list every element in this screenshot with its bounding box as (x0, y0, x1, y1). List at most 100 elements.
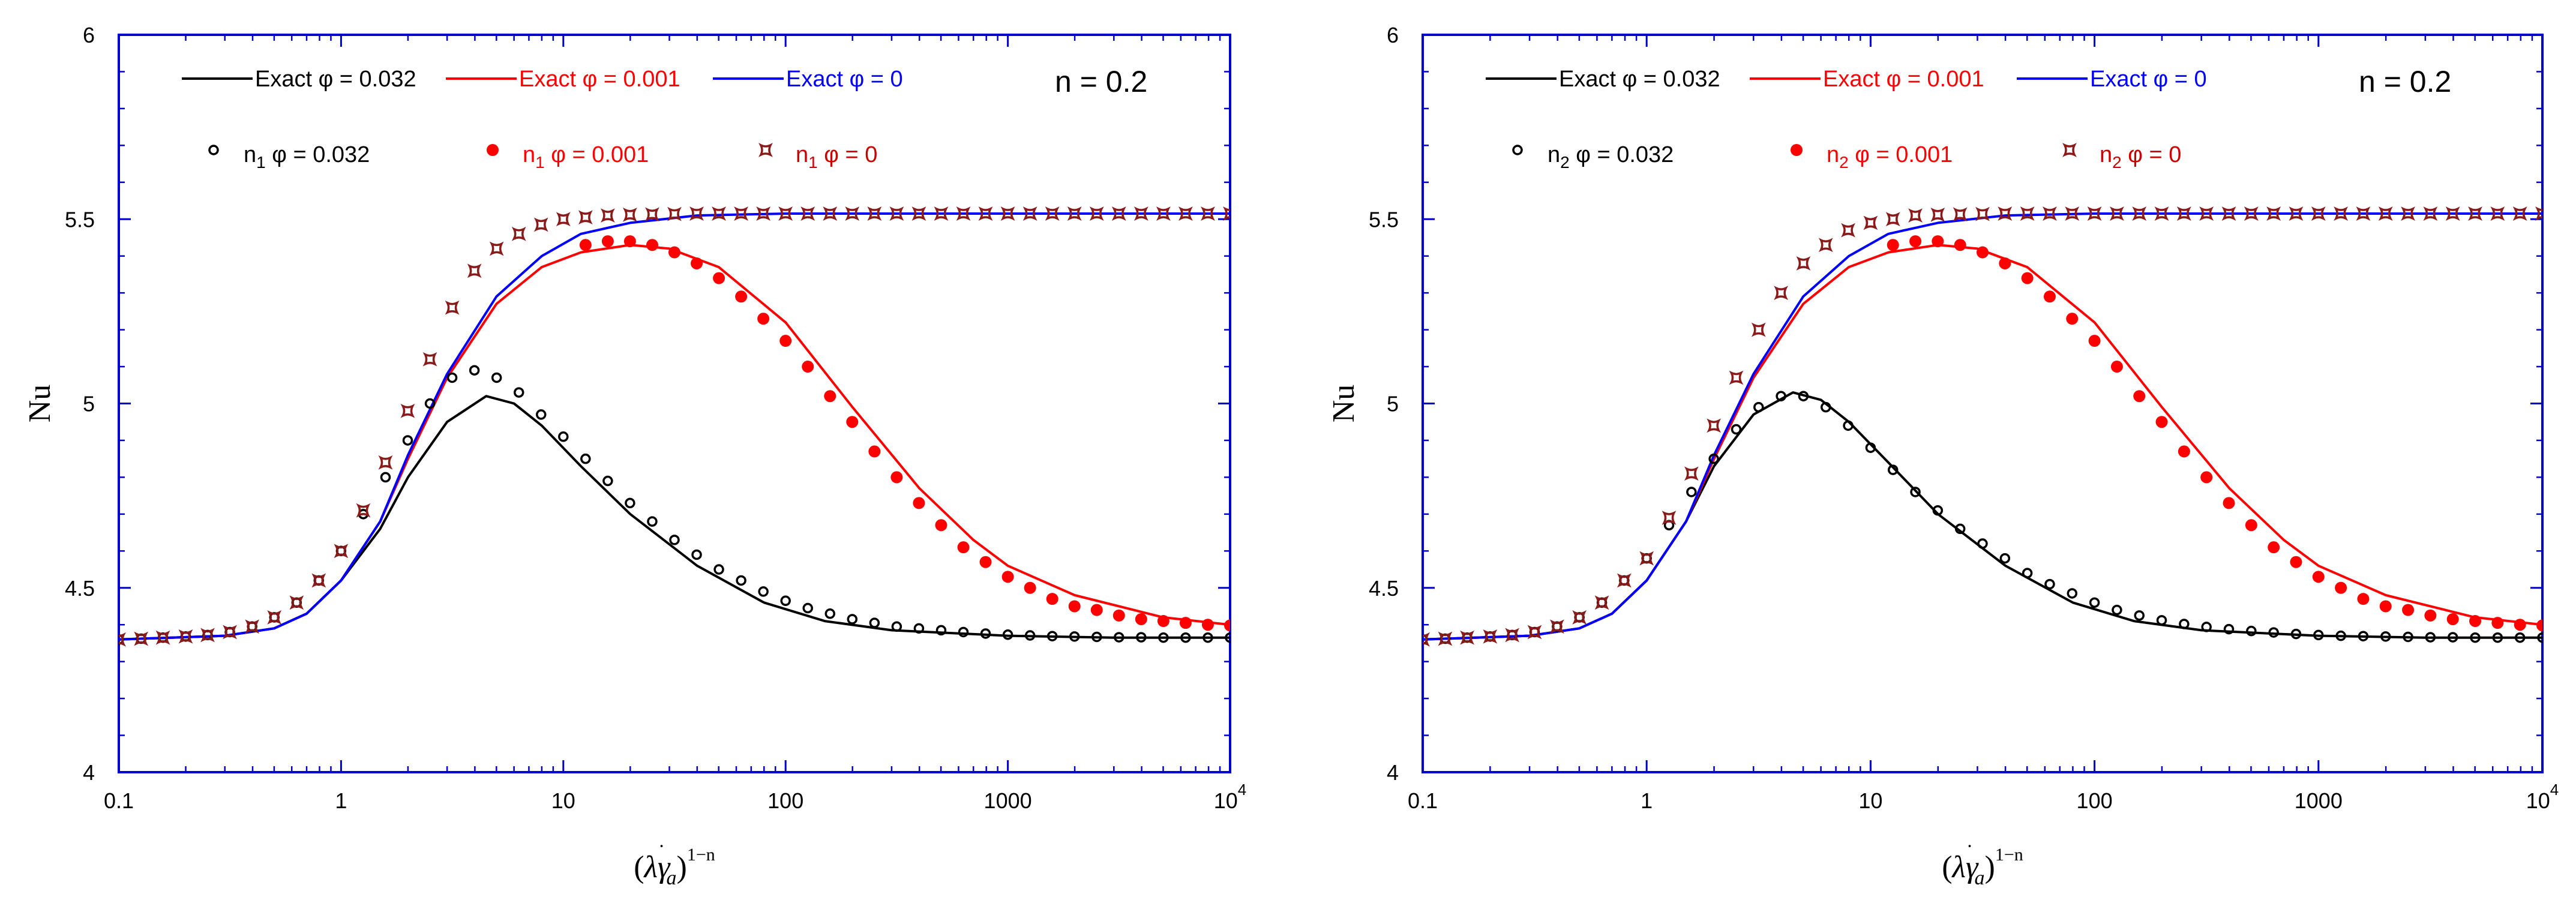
data-point (1731, 424, 1742, 435)
data-point (580, 453, 591, 464)
data-point (713, 272, 725, 284)
data-point (2245, 519, 2257, 532)
data-point (1572, 610, 1587, 625)
data-point (1527, 625, 1542, 640)
data-point (400, 403, 415, 418)
data-point (402, 435, 413, 446)
x-tick-label: 100 (767, 788, 803, 813)
x-axis-label-open: ( (634, 850, 644, 884)
series-markers-n2-0 (1423, 206, 2542, 647)
x-axis-label: (λγ˙a)1−n (1942, 840, 2023, 889)
x-tick-label-exponent: 4 (1238, 781, 1246, 799)
data-point (2201, 622, 2212, 632)
data-point (1910, 487, 1921, 497)
data-point (1975, 206, 1990, 221)
data-point (2536, 619, 2542, 632)
data-point (2110, 206, 2124, 221)
data-point (913, 623, 925, 634)
data-point (669, 535, 680, 545)
data-point (334, 544, 349, 559)
data-point (2335, 630, 2346, 641)
data-point (2357, 593, 2370, 605)
data-point (513, 387, 524, 398)
data-point (2268, 627, 2279, 638)
legend-marker-label-subscript: 2 (1560, 153, 1570, 172)
data-point (1594, 595, 1609, 610)
legend-line-label: Exact φ = 0 (786, 67, 903, 92)
annotation-n: n = 0.2 (1055, 65, 1147, 98)
data-point (579, 239, 592, 251)
data-point (2043, 290, 2056, 303)
legend-marker-label-rest: φ = 0 (818, 142, 878, 167)
data-point (622, 207, 637, 222)
legend-marker-label-subscript: 2 (2112, 153, 2122, 172)
data-point (1885, 212, 1900, 227)
legend-line-label: Exact φ = 0 (2090, 67, 2207, 92)
data-point (2490, 206, 2505, 221)
data-point (1483, 629, 1498, 644)
data-point (2514, 632, 2526, 643)
data-point (1865, 442, 1876, 453)
data-point (1930, 207, 1945, 222)
legend-marker-swatch (2062, 143, 2077, 157)
data-point (2112, 604, 2122, 616)
legend-marker-swatch (208, 145, 219, 155)
data-point (1932, 235, 1944, 248)
data-point (1708, 453, 1719, 464)
data-point (489, 241, 504, 256)
data-point (978, 206, 993, 221)
data-point (2266, 206, 2281, 221)
data-point (1156, 206, 1171, 221)
data-point (1999, 553, 2011, 564)
legend-marker-label-base: n (1827, 142, 1839, 167)
data-point (1223, 206, 1230, 221)
data-point (1091, 631, 1102, 643)
data-point (2401, 206, 2415, 221)
data-point (1954, 239, 1966, 251)
data-point (1201, 206, 1215, 221)
data-point (134, 631, 149, 646)
legend-line-label: Exact φ = 0.001 (1823, 67, 1984, 92)
legend-marker-label: n2 φ = 0.032 (1548, 142, 1674, 172)
data-point (1843, 420, 1854, 431)
annotation-n: n = 0.2 (2359, 65, 2451, 98)
y-axis-label: Nu (1327, 385, 1361, 423)
data-point (824, 608, 836, 619)
legend-marker-label-base: n (244, 142, 256, 167)
data-point (2022, 568, 2033, 578)
data-point (1977, 538, 1988, 549)
data-point (1774, 286, 1789, 301)
data-point (2492, 632, 2503, 643)
data-point (779, 335, 792, 347)
legend-marker-label-rest: φ = 0 (2122, 142, 2182, 167)
data-point (533, 217, 548, 232)
data-point (1776, 391, 1786, 401)
data-point (2403, 631, 2413, 643)
data-point (2312, 571, 2325, 583)
y-tick-label: 5 (83, 392, 95, 416)
data-point (1114, 632, 1124, 643)
data-point (824, 390, 836, 403)
data-point (2379, 600, 2392, 613)
x-tick-label: 104 (2526, 781, 2559, 813)
data-point (1976, 246, 1989, 259)
data-point (578, 210, 593, 225)
data-point (2134, 610, 2145, 621)
data-point (511, 226, 526, 241)
data-point (2043, 206, 2057, 221)
x-tick-label: 10 (1858, 788, 1882, 813)
data-point (289, 595, 304, 610)
x-axis-label: (λγ˙a)1−n (634, 840, 715, 889)
data-point (2445, 206, 2460, 221)
data-point (1863, 215, 1878, 230)
data-point (601, 235, 614, 248)
data-point (380, 472, 391, 483)
data-point (356, 503, 371, 518)
legend-marker-label-rest: φ = 0.032 (1570, 142, 1674, 167)
data-point (958, 626, 969, 638)
x-tick-label: 104 (1214, 781, 1247, 813)
legend-marker-label-subscript: 1 (535, 153, 545, 172)
x-tick-label-base: 10 (2526, 788, 2550, 813)
data-point (1460, 630, 1475, 645)
